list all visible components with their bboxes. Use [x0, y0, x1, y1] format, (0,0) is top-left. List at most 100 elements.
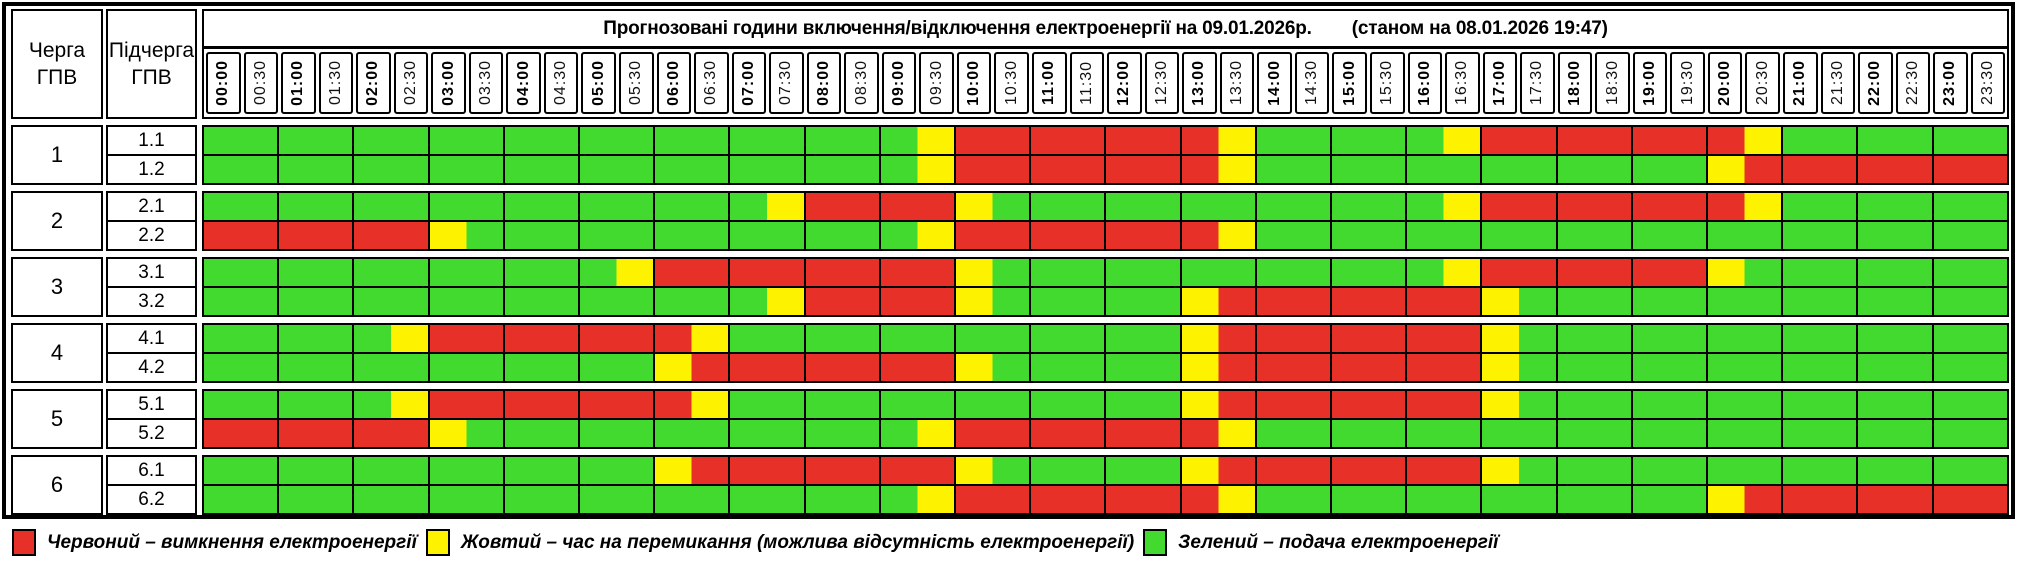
- time-label: 11:00: [1040, 60, 1058, 106]
- time-label: 18:00: [1565, 60, 1583, 106]
- subqueue-label: 5.2: [138, 422, 165, 444]
- schedule-cell: [1781, 288, 1857, 315]
- time-label-cell: 14:30: [1294, 52, 1330, 114]
- schedule-cell: [653, 288, 729, 315]
- schedule-cell: [878, 391, 955, 418]
- schedule-cell: [1931, 288, 2007, 315]
- schedule-cell: [728, 288, 804, 315]
- table-header-row: Черга ГПВ Підчерга ГПВ Прогнозовані годи…: [11, 9, 2009, 119]
- schedule-cell: [803, 288, 879, 315]
- time-label-cell: 06:30: [694, 52, 729, 114]
- schedule-cell: [204, 288, 278, 315]
- schedule-cell: [878, 127, 955, 154]
- time-label: 11:30: [1077, 61, 1095, 105]
- schedule-cell: [1405, 222, 1481, 249]
- time-label-cell: 12:00: [1107, 52, 1142, 114]
- schedule-cell: [728, 259, 804, 286]
- schedule-cell: [653, 457, 729, 484]
- schedule-cell: [1330, 193, 1406, 220]
- schedule-cell: [1555, 288, 1631, 315]
- time-label-cell: 01:00: [281, 52, 316, 114]
- time-label: 16:30: [1453, 60, 1471, 106]
- schedule-cell: [277, 222, 353, 249]
- time-label-cell: 10:30: [994, 52, 1030, 114]
- schedule-cell: [1856, 354, 1932, 381]
- schedule-cell: [1480, 288, 1556, 315]
- schedule-cell: [1029, 127, 1105, 154]
- time-label-cell: 15:30: [1369, 52, 1405, 114]
- schedule-cell: [1330, 156, 1406, 183]
- schedule-cell: [1029, 193, 1105, 220]
- schedule-cell: [502, 259, 579, 286]
- schedule-cell: [653, 325, 729, 352]
- schedule-cell: [1480, 391, 1556, 418]
- time-label-cell: 08:30: [844, 52, 879, 114]
- schedule-cell: [1179, 391, 1255, 418]
- queue-group-row: 1 1.1 1.2: [11, 125, 2009, 185]
- schedule-cell: [502, 391, 579, 418]
- schedule-cell: [653, 156, 729, 183]
- time-label-cell: 13:00: [1182, 52, 1217, 114]
- time-label-cell: 11:00: [1032, 52, 1067, 114]
- schedule-cell: [803, 486, 879, 513]
- schedule-cell: [1781, 457, 1857, 484]
- schedule-cell: [1856, 222, 1932, 249]
- schedule-cell: [653, 354, 729, 381]
- schedule-cell: [803, 325, 879, 352]
- schedule-cell: [1405, 325, 1481, 352]
- schedule-cell: [1480, 222, 1556, 249]
- schedule-cell: [1405, 193, 1481, 220]
- schedule-cell: [277, 259, 353, 286]
- schedule-cell: [578, 288, 654, 315]
- schedule-cell: [1555, 156, 1631, 183]
- queue-group-row: 3 3.1 3.2: [11, 257, 2009, 317]
- schedule-cell: [204, 354, 278, 381]
- schedule-cell: [1630, 391, 1707, 418]
- schedule-cell: [352, 127, 428, 154]
- schedule-cell: [1630, 222, 1707, 249]
- schedule-cell: [1630, 457, 1707, 484]
- queue-number-cell: 3: [11, 257, 103, 317]
- time-label: 20:00: [1716, 60, 1734, 106]
- schedule-cell: [1630, 193, 1707, 220]
- time-label: 06:00: [664, 60, 682, 106]
- time-label: 17:00: [1490, 60, 1508, 106]
- queue-number-cell: 6: [11, 455, 103, 515]
- schedule-cell: [1330, 354, 1406, 381]
- schedule-cell: [954, 288, 1030, 315]
- schedule-cell: [1856, 457, 1932, 484]
- table-title-row: Прогнозовані години включення/відключенн…: [204, 11, 2007, 49]
- subqueue-label: 4.1: [108, 325, 195, 354]
- schedule-cell: [1706, 420, 1782, 447]
- schedule-cell: [1555, 259, 1631, 286]
- schedule-cell: [352, 193, 428, 220]
- time-label: 00:30: [251, 60, 269, 106]
- red-legend-swatch: [12, 529, 36, 556]
- queue-group-row: 4 4.1 4.2: [11, 323, 2009, 383]
- schedule-cell: [1781, 325, 1857, 352]
- time-label: 05:30: [627, 60, 645, 106]
- schedule-cell: [277, 391, 353, 418]
- schedule-cell: [1104, 193, 1180, 220]
- schedule-cell: [1254, 288, 1331, 315]
- schedule-cell: [1179, 222, 1255, 249]
- time-label-cell: 17:00: [1482, 52, 1518, 114]
- schedule-cell: [1330, 288, 1406, 315]
- schedule-cell: [1254, 193, 1331, 220]
- schedule-cell: [1179, 288, 1255, 315]
- schedule-cell: [1931, 156, 2007, 183]
- schedule-cell: [1254, 222, 1331, 249]
- schedule-cell: [728, 325, 804, 352]
- time-label: 15:00: [1340, 60, 1358, 106]
- schedule-cell: [1856, 127, 1932, 154]
- time-label: 20:30: [1753, 60, 1771, 106]
- schedule-groups: 1 1.1 1.2 2 2.1 2.2 3 3.1 3.2 4 4.1 4.2 5 5.1 5.2 6 6.1 6…: [6, 125, 2011, 515]
- schedule-cell: [1330, 127, 1406, 154]
- time-label: 01:30: [326, 60, 344, 106]
- time-label-cell: 13:30: [1219, 52, 1255, 114]
- schedule-cell: [1931, 325, 2007, 352]
- time-label: 13:00: [1190, 60, 1208, 106]
- schedule-cell: [578, 325, 654, 352]
- time-label: 10:30: [1002, 60, 1020, 106]
- schedule-cell: [204, 420, 278, 447]
